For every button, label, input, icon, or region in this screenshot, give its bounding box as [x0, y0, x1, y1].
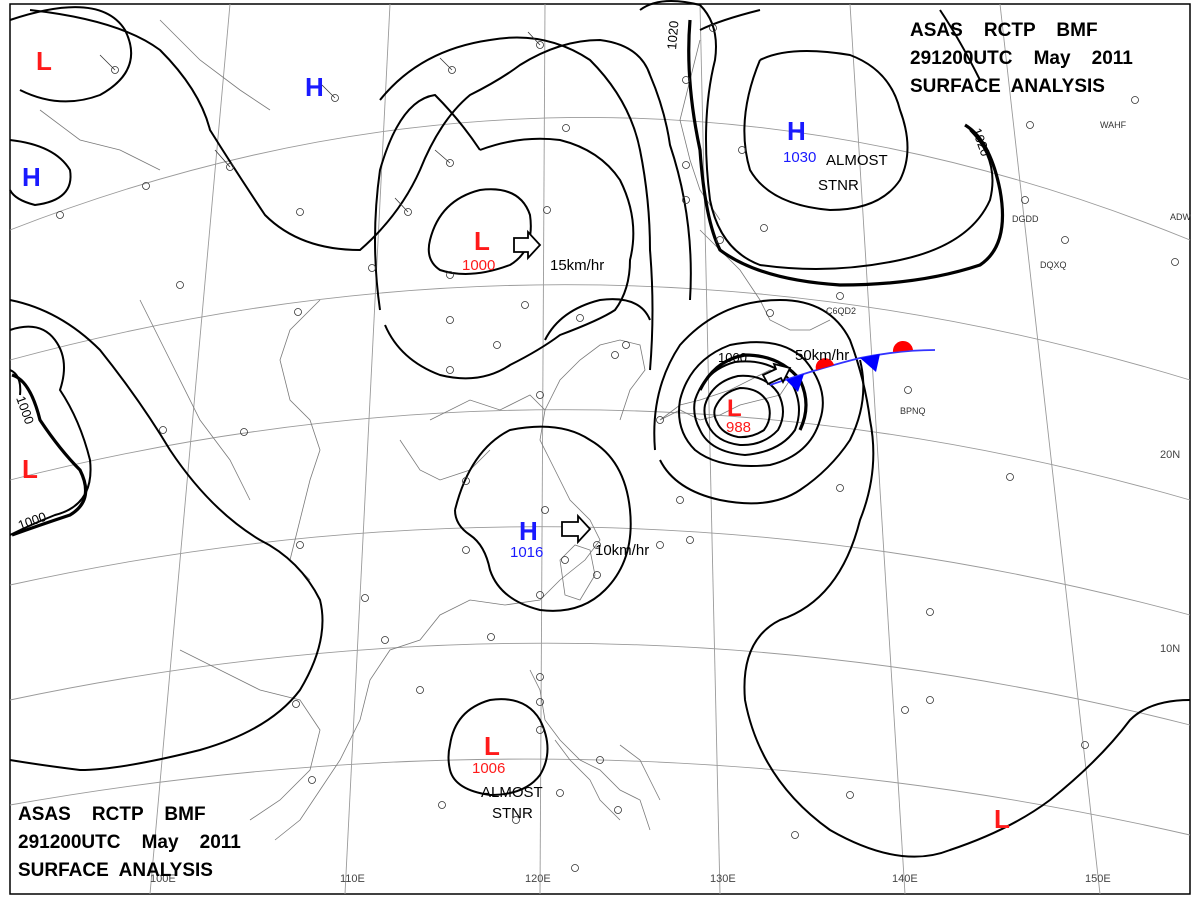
longitude-label: 110E — [340, 873, 365, 885]
motion-speed-label: 10km/hr — [595, 542, 649, 559]
isobar — [703, 374, 784, 447]
station-code: ADW — [1170, 212, 1192, 222]
isobar — [659, 359, 865, 505]
low-pressure-marker: L — [22, 454, 38, 484]
cold-front-triangle — [860, 354, 880, 372]
longitude-label: 150E — [1085, 873, 1111, 885]
motion-arrows — [513, 229, 792, 545]
high-pressure-marker: H — [787, 116, 806, 146]
longitude-label: 130E — [710, 873, 736, 885]
warm-front-semicircle — [815, 358, 834, 370]
isobar — [447, 698, 549, 797]
low-pressure-marker: L — [36, 46, 52, 76]
isobar — [653, 298, 1191, 858]
isobar-1020 — [687, 19, 1004, 287]
header-line: 291200UTC May 2011 — [910, 48, 1133, 69]
isobar-label: 1000 — [718, 350, 747, 365]
low-pressure-marker: L — [474, 226, 490, 256]
isobar — [544, 298, 651, 341]
longitude-label: 140E — [892, 873, 918, 885]
front-line — [769, 349, 936, 386]
isobar — [9, 139, 72, 207]
pressure-value: 1030 — [783, 149, 816, 166]
isobar — [713, 386, 771, 439]
pressure-symbols: L H H L H 1030 ALMOST STNR L 1000 15km/h… — [22, 46, 1010, 834]
longitude-label: 120E — [525, 873, 551, 885]
isobar — [693, 360, 800, 457]
isobar-1000-west — [11, 373, 88, 537]
motion-arrow-icon — [761, 362, 792, 386]
pressure-value: 1000 — [462, 257, 495, 274]
header-line: 291200UTC May 2011 — [18, 832, 241, 853]
station-code: BPNQ — [900, 406, 926, 416]
isobar — [379, 36, 654, 371]
isobar — [29, 9, 692, 301]
isobar — [454, 425, 632, 612]
header-line: ASAS RCTP BMF — [910, 20, 1098, 41]
system-status-note: ALMOST — [826, 152, 888, 169]
system-status-note: STNR — [492, 805, 533, 822]
isobar-label: 1020 — [969, 126, 993, 158]
header-line: ASAS RCTP BMF — [18, 804, 206, 825]
station-code: C6QD2 — [826, 306, 856, 316]
isobar-labels: 1020 1020 1000 1000 1000 — [13, 20, 993, 533]
isobar — [9, 325, 92, 536]
motion-arrow-icon — [561, 513, 592, 545]
header-line: SURFACE ANALYSIS — [910, 76, 1105, 97]
latitude-label: 10N — [1160, 643, 1180, 655]
station-code: DQXQ — [1040, 260, 1067, 270]
station-code-labels: DGDD DQXQ WAHF BPNQ C6QD2 ADW — [826, 120, 1192, 416]
isobar — [639, 0, 994, 270]
isobar — [939, 9, 981, 81]
isobar-label: 1020 — [664, 20, 681, 50]
motion-speed-label: 50km/hr — [795, 347, 849, 364]
front — [769, 340, 936, 392]
cold-front-triangle — [786, 374, 804, 392]
longitude-grid — [149, 3, 1101, 895]
isobar — [699, 9, 761, 31]
latitude-grid — [9, 117, 1191, 836]
grid-labels: 100E 110E 120E 130E 140E 150E 20N 10N — [150, 449, 1180, 885]
station-plots — [56, 24, 1179, 872]
pressure-value: 988 — [726, 419, 751, 436]
header-bottom-left: ASAS RCTP BMF 291200UTC May 2011 SURFACE… — [18, 804, 241, 881]
isobar — [678, 341, 824, 467]
map-frame — [9, 3, 1191, 895]
high-pressure-marker: H — [22, 162, 41, 192]
isobar — [743, 50, 909, 212]
station-code: DGDD — [1012, 214, 1039, 224]
isobar — [9, 299, 324, 772]
latitude-label: 20N — [1160, 449, 1180, 461]
isobar — [9, 6, 133, 103]
system-status-note: ALMOST — [481, 784, 543, 801]
low-pressure-marker: L — [727, 395, 742, 422]
motion-speed-label: 15km/hr — [550, 257, 604, 274]
station-code: WAHF — [1100, 120, 1127, 130]
isobar — [374, 93, 481, 311]
high-pressure-marker: H — [519, 516, 538, 546]
system-status-note: STNR — [818, 177, 859, 194]
isobar-1000-typhoon — [698, 353, 808, 431]
isobar — [384, 137, 635, 380]
pressure-value: 1016 — [510, 544, 543, 561]
low-pressure-marker: L — [484, 731, 500, 761]
high-pressure-marker: H — [305, 72, 324, 102]
longitude-label: 100E — [150, 873, 176, 885]
heavy-isobars — [11, 19, 1004, 537]
warm-front-semicircle — [892, 340, 913, 352]
low-pressure-marker: L — [994, 804, 1010, 834]
header-top-right: ASAS RCTP BMF 291200UTC May 2011 SURFACE… — [910, 20, 1133, 97]
header-line: SURFACE ANALYSIS — [18, 860, 213, 881]
isobar — [9, 369, 22, 396]
isobars — [9, 0, 1191, 858]
pressure-value: 1006 — [472, 760, 505, 777]
motion-arrow-icon — [513, 229, 542, 261]
